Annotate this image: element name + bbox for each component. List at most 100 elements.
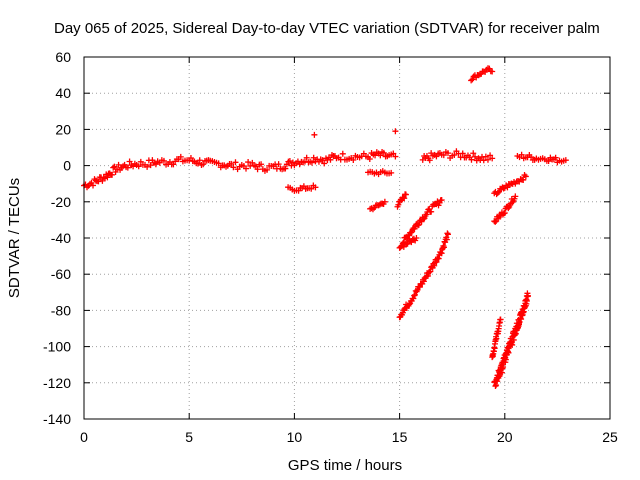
data-point [484,156,491,163]
data-point [420,278,427,285]
data-point [135,163,142,170]
data-point [228,160,235,167]
series-segment-13-6h [367,198,388,213]
data-point [520,308,527,315]
data-point [407,229,414,236]
data-point [413,235,420,241]
y-tick-label: 60 [55,49,71,65]
data-point [160,157,167,164]
data-point [459,150,466,157]
data-point [350,156,357,163]
data-point [524,292,531,299]
data-point [438,196,445,203]
data-point [508,339,515,346]
data-point [215,160,222,167]
x-axis-label: GPS time / hours [288,457,402,474]
data-point [408,239,415,246]
data-point [339,150,346,157]
data-point [501,209,508,216]
series-main-trend [81,148,399,191]
data-point [440,244,447,251]
data-point [545,158,552,165]
data-point [516,318,523,325]
data-point [512,193,519,200]
data-point [401,195,408,202]
data-point [420,216,427,223]
y-tick-label: -20 [51,194,71,210]
data-point [520,176,527,183]
data-point [310,154,317,161]
series-segment-high [468,65,496,84]
data-point [493,382,500,389]
data-point [194,160,201,167]
data-point [137,158,144,165]
series-segment-10h [285,182,319,194]
plot-frame [83,56,611,420]
data-point [468,156,475,163]
series-descent-c [396,230,451,321]
data-point [327,156,334,163]
data-point [492,218,499,225]
y-tick-label: -60 [51,266,71,282]
data-point [411,291,418,298]
axis-ticks: 0 5 10 15 20 25 -140 -120 -100 -80 -60 -40 -20 0 20 40 6… [43,49,618,445]
data-point [444,150,451,157]
data-point [303,154,310,161]
data-point [124,164,131,171]
x-tick-label: 20 [497,429,513,445]
data-point [392,128,399,135]
data-point [440,152,447,159]
data-point [114,166,121,173]
series-descent-d [491,172,529,198]
x-tick-label: 5 [185,429,193,445]
data-point [286,158,293,165]
data-point [500,185,507,192]
data-point [390,150,397,157]
data-point [177,153,184,160]
data-point [196,157,203,164]
x-tick-label: 0 [80,429,88,445]
series-segment-14-8h [392,128,399,135]
data-point [187,155,194,162]
data-point [443,236,450,243]
data-point [308,159,315,166]
y-tick-label: 20 [55,121,71,137]
data-point [144,163,151,170]
y-tick-label: -40 [51,230,71,246]
data-point [433,259,440,266]
data-point [444,231,451,238]
data-point [380,149,387,156]
data-point [468,77,475,84]
y-tick-label: -80 [51,302,71,318]
data-point [411,225,418,232]
data-point [431,262,438,269]
grid-lines [84,57,610,419]
x-tick-label: 15 [392,429,408,445]
data-point [402,191,409,198]
x-tick-label: 10 [287,429,303,445]
data-point [500,361,507,368]
data-point [388,169,395,176]
y-tick-label: -120 [43,375,71,391]
series-descent-e [491,193,519,225]
data-point [411,292,418,299]
data-point [147,162,154,169]
data-point [200,161,207,168]
series-descent-f [489,316,504,361]
data-point [381,198,388,205]
series-segment-14h [365,168,395,178]
data-point [264,166,271,173]
series-descent-b [400,235,420,250]
series-descent-a [396,196,445,251]
data-point [275,161,282,168]
y-axis-label: SDTVAR / TECUs [6,178,23,298]
x-tick-label: 25 [602,429,618,445]
data-point [521,304,528,311]
data-point [427,268,434,275]
data-point [90,182,97,189]
data-point [426,157,433,164]
data-point [424,272,431,279]
data-point [321,160,328,167]
data-point [104,174,111,181]
data-point [552,154,559,161]
